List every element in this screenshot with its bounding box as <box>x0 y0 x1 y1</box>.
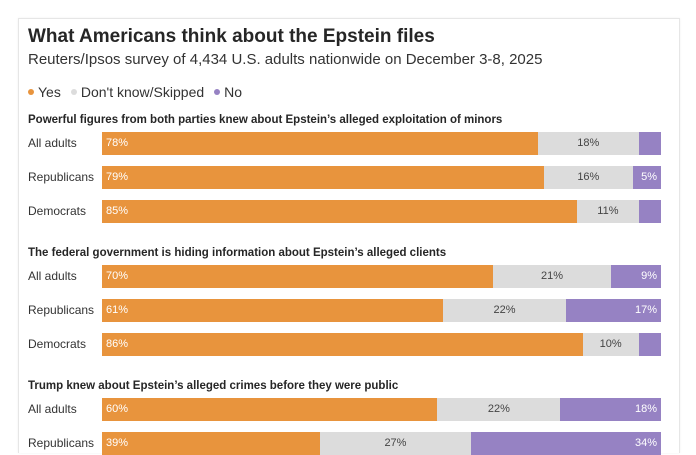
bar-segment-no <box>638 132 661 155</box>
bar-value-label: 85% <box>106 205 129 217</box>
bar-segment-no: 5% <box>633 166 661 189</box>
legend-label-dont-know: Don't know/Skipped <box>80 84 205 100</box>
bar-segment-dont-know: 21% <box>493 265 611 288</box>
bar-value-label: 16% <box>577 171 600 183</box>
chart-subtitle: Reuters/Ipsos survey of 4,434 U.S. adult… <box>28 51 543 68</box>
bar-value-label: 11% <box>597 205 619 217</box>
legend-label-no: No <box>224 84 243 100</box>
bar-segment-yes: 60% <box>102 398 438 421</box>
row-label: All adults <box>28 269 77 283</box>
row-label: All adults <box>28 402 77 416</box>
bar-value-label: 18% <box>634 403 657 415</box>
legend-item-no: No <box>214 84 242 100</box>
row-label: All adults <box>28 136 77 150</box>
bar-value-label: 60% <box>106 403 129 415</box>
bar-segment-dont-know: 16% <box>543 166 634 189</box>
chart-card <box>18 18 680 453</box>
bar-segment-dont-know: 11% <box>577 200 639 223</box>
bar-value-label: 27% <box>384 437 407 449</box>
bar-value-label: 70% <box>106 270 129 282</box>
bar-segment-no: 18% <box>560 398 661 421</box>
row-label: Democrats <box>28 337 87 351</box>
bar-value-label: 78% <box>106 137 129 149</box>
row-label: Republicans <box>28 436 95 450</box>
legend-dot-no <box>214 89 221 95</box>
legend-item-yes: Yes <box>28 84 61 100</box>
bar-value-label: 39% <box>106 437 129 449</box>
bar-value-label: 10% <box>599 338 622 350</box>
legend-label-yes: Yes <box>38 84 61 100</box>
bar-segment-no: 17% <box>565 299 661 322</box>
chart-title: What Americans think about the Epstein f… <box>28 26 435 47</box>
bar-segment-yes: 39% <box>102 432 320 455</box>
bar-segment-dont-know: 10% <box>582 333 639 356</box>
bar-segment-no <box>638 200 661 223</box>
row-label: Democrats <box>28 204 87 218</box>
legend-item-dont-know: Don't know/Skipped <box>70 84 205 100</box>
bar-value-label: 5% <box>641 171 657 183</box>
bar-segment-dont-know: 22% <box>442 299 566 322</box>
bar-value-label: 21% <box>540 270 563 282</box>
bar-segment-no: 9% <box>610 265 661 288</box>
bar-segment-no <box>638 333 661 356</box>
bar-value-label: 22% <box>487 403 510 415</box>
bar-segment-yes: 86% <box>102 333 583 356</box>
bar-segment-yes: 78% <box>102 132 539 155</box>
bar-value-label: 22% <box>493 304 516 316</box>
question-title-2: The federal government is hiding informa… <box>28 247 447 259</box>
row-label: Republicans <box>28 170 95 184</box>
bar-value-label: 18% <box>577 137 600 149</box>
question-title-3: Trump knew about Epstein’s alleged crime… <box>28 380 399 392</box>
bar-value-label: 17% <box>634 304 657 316</box>
bar-segment-yes: 61% <box>102 299 443 322</box>
bar-value-label: 86% <box>106 338 129 350</box>
bar-segment-dont-know: 18% <box>538 132 639 155</box>
legend-dot-dont-know <box>70 89 77 95</box>
bar-value-label: 9% <box>641 270 657 282</box>
bar-value-label: 61% <box>106 304 129 316</box>
bar-segment-yes: 79% <box>102 166 544 189</box>
row-label: Republicans <box>28 303 95 317</box>
bar-value-label: 79% <box>106 171 129 183</box>
bar-segment-dont-know: 22% <box>437 398 561 421</box>
legend-dot-yes <box>28 89 34 95</box>
bar-segment-dont-know: 27% <box>320 432 471 455</box>
bar-segment-no: 34% <box>470 432 661 455</box>
bar-value-label: 34% <box>634 437 657 449</box>
legend: Yes Don't know/Skipped No <box>28 84 242 100</box>
bar-segment-yes: 85% <box>102 200 578 223</box>
bar-segment-yes: 70% <box>102 265 494 288</box>
question-title-1: Powerful figures from both parties knew … <box>28 114 503 126</box>
